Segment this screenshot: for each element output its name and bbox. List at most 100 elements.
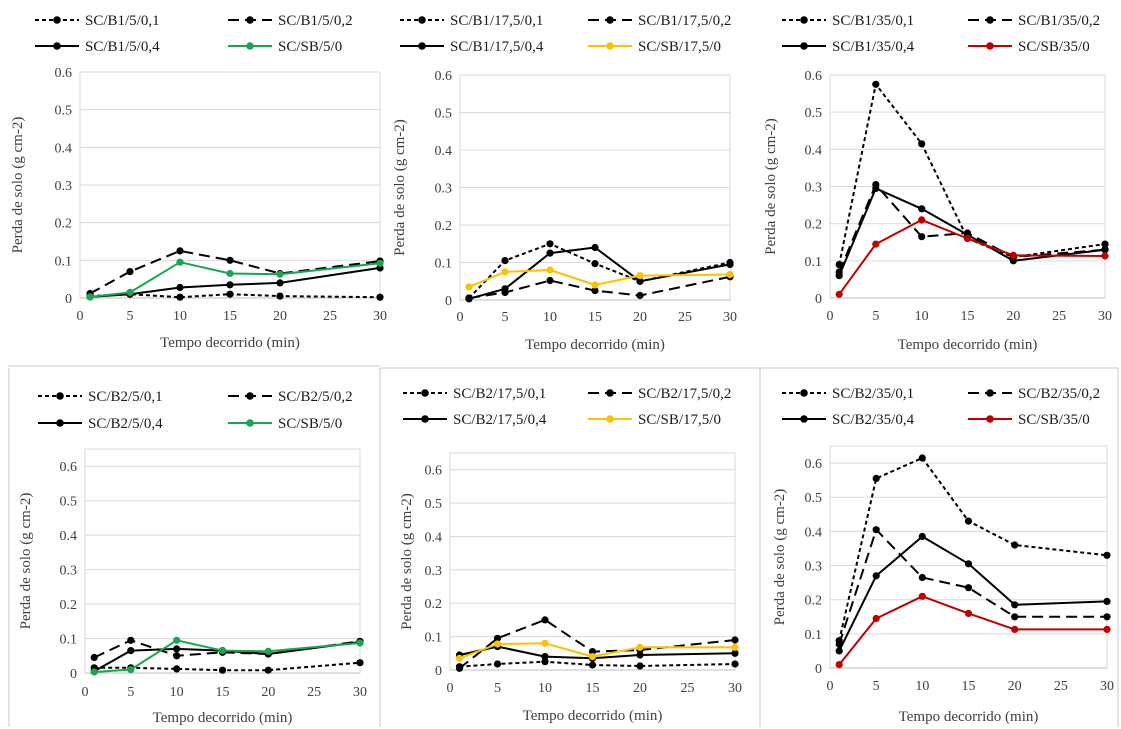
data-point <box>455 664 464 672</box>
x-tick-label: 15 <box>216 685 230 700</box>
y-tick-label: 0.1 <box>55 254 73 269</box>
x-tick-label: 10 <box>173 309 187 324</box>
data-point <box>1103 597 1111 606</box>
legend-marker <box>606 389 614 397</box>
data-point <box>835 661 843 669</box>
data-point <box>872 572 880 580</box>
x-tick-label: 30 <box>353 685 367 700</box>
data-point <box>918 205 926 213</box>
legend-label: SC/SB/35/0 <box>1018 39 1090 55</box>
data-point <box>963 234 972 243</box>
y-tick-label: 0.1 <box>435 257 453 272</box>
x-axis-title: Tempo decorrido (min) <box>523 708 663 724</box>
y-tick-label: 0.2 <box>55 217 73 232</box>
chart-bottom-middle: 0 0.1 0.2 0.3 0.4 0.5 0.6 0 5 10 15 20 25 30 Tempo dec… <box>399 386 742 724</box>
data-point <box>127 636 135 644</box>
data-point <box>226 256 234 264</box>
x-tick-label: 25 <box>307 685 321 700</box>
data-point <box>173 665 181 673</box>
y-tick-label: 0.4 <box>435 144 453 159</box>
y-axis-title: Perda de solo (g cm-2) <box>392 119 408 256</box>
data-point <box>591 281 599 289</box>
plot-frame <box>449 452 736 671</box>
data-point <box>872 614 880 623</box>
x-axis-title: Tempo decorrido (min) <box>899 709 1039 725</box>
data-point <box>1011 613 1019 621</box>
data-point <box>126 288 134 296</box>
legend-marker <box>53 16 61 24</box>
data-point <box>872 526 880 534</box>
data-point <box>964 584 973 592</box>
data-point <box>356 659 364 667</box>
data-point <box>636 277 644 285</box>
legend-marker <box>800 16 808 24</box>
data-point <box>1009 257 1017 265</box>
data-point <box>731 643 739 651</box>
x-axis-title: Tempo decorrido (min) <box>898 337 1038 353</box>
data-point <box>226 269 234 278</box>
y-tick-label: 0.5 <box>425 497 443 512</box>
series-line <box>838 187 1106 277</box>
data-point <box>376 259 384 267</box>
legend-marker <box>986 389 994 397</box>
x-tick-label: 10 <box>915 309 929 324</box>
x-tick-label: 0 <box>82 685 89 700</box>
data-point <box>1101 240 1109 248</box>
data-point <box>964 609 973 618</box>
data-point <box>731 660 739 668</box>
x-tick-label: 30 <box>1100 679 1114 694</box>
x-tick-label: 30 <box>723 310 737 325</box>
legend-marker <box>418 16 426 24</box>
y-tick-label: 0.2 <box>425 597 443 612</box>
legend-label: SC/B1/35/0,1 <box>832 13 914 29</box>
data-point <box>636 662 644 670</box>
y-tick-label: 0 <box>435 664 442 679</box>
data-point <box>591 287 599 295</box>
y-tick-label: 0.4 <box>805 143 823 158</box>
legend-marker <box>606 415 614 423</box>
chart-top-middle: 0 0.1 0.2 0.3 0.4 0.5 0.6 0 5 10 15 20 25 30 Tempo dec… <box>392 13 737 353</box>
data-point <box>918 140 926 148</box>
legend-label: SC/B2/35/0,4 <box>832 412 915 428</box>
data-point <box>126 268 134 276</box>
y-tick-label: 0.6 <box>805 69 823 84</box>
series-line <box>93 639 361 659</box>
x-tick-label: 0 <box>827 679 834 694</box>
legend-label: SC/B1/5/0,4 <box>85 39 160 55</box>
data-point <box>918 216 926 224</box>
data-point <box>835 647 843 655</box>
legend-label: SC/SB/5/0 <box>278 416 342 432</box>
x-tick-label: 10 <box>915 679 929 694</box>
data-point <box>455 654 464 662</box>
series-line <box>468 246 731 300</box>
y-tick-label: 0.5 <box>805 106 823 121</box>
y-tick-label: 0 <box>815 662 822 677</box>
data-point <box>90 668 98 676</box>
x-tick-label: 25 <box>323 309 337 324</box>
y-tick-label: 0.2 <box>805 218 823 233</box>
legend-marker <box>986 16 994 24</box>
legend-label: SC/B1/35/0,2 <box>1018 13 1100 29</box>
data-point <box>541 658 549 666</box>
y-tick-label: 0.3 <box>805 181 823 196</box>
x-tick-label: 15 <box>961 309 975 324</box>
x-tick-label: 15 <box>962 679 976 694</box>
data-point <box>964 517 973 525</box>
data-point <box>918 454 926 462</box>
data-point <box>501 268 509 276</box>
legend-marker <box>246 42 254 50</box>
data-point <box>546 249 554 257</box>
chart-bottom-right: 0 0.1 0.2 0.3 0.4 0.5 0.6 0 5 10 15 20 25 30 Tempo dec… <box>772 386 1114 725</box>
y-tick-label: 0.6 <box>55 66 73 81</box>
data-point <box>501 257 509 265</box>
data-point <box>493 660 502 668</box>
legend-marker <box>418 42 426 50</box>
y-tick-label: 0.1 <box>805 628 823 643</box>
data-point <box>726 270 734 279</box>
data-point <box>90 653 98 662</box>
legend-label: SC/B2/5/0,4 <box>88 416 163 432</box>
plot-frame <box>829 445 1108 669</box>
x-axis-title: Tempo decorrido (min) <box>160 335 300 351</box>
data-point <box>872 474 880 482</box>
legend-label: SC/B2/17,5/0,4 <box>453 412 547 428</box>
